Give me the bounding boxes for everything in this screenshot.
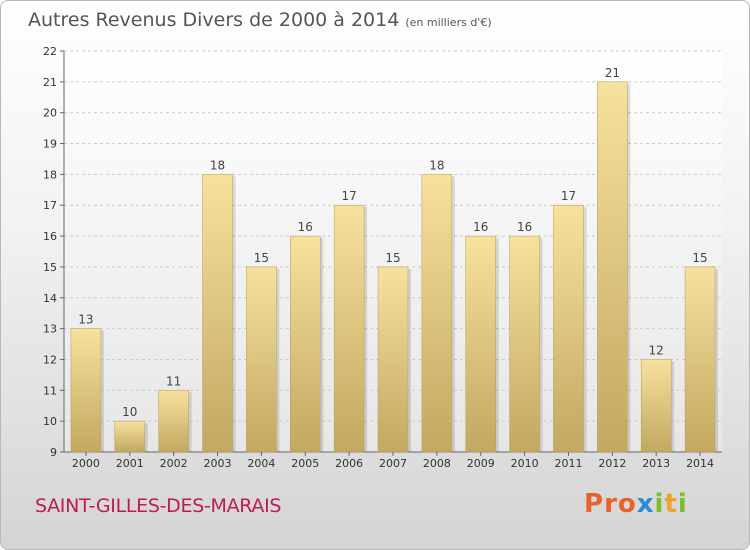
x-tick-label: 2003 <box>204 457 232 470</box>
bar-value-label: 16 <box>298 220 313 234</box>
y-tick-label: 17 <box>43 199 57 212</box>
bar <box>290 235 321 453</box>
bar <box>597 81 628 453</box>
x-tick-label: 2002 <box>160 457 188 470</box>
chart-title: Autres Revenus Divers de 2000 à 2014 <box>28 9 400 31</box>
bar <box>333 204 365 453</box>
bar <box>684 266 716 453</box>
x-tick-label: 2008 <box>423 457 451 470</box>
bar-value-label: 11 <box>166 374 181 388</box>
y-tick-label: 12 <box>43 353 57 366</box>
bar <box>553 204 584 453</box>
chart-unit: (en milliers d'€) <box>405 16 492 29</box>
bar <box>202 174 233 453</box>
bar <box>465 235 496 453</box>
y-tick-label: 13 <box>43 323 57 336</box>
x-tick-label: 2007 <box>379 457 407 470</box>
bar-value-label: 15 <box>385 251 400 265</box>
x-tick-label: 2011 <box>554 457 582 470</box>
bar <box>158 390 189 453</box>
bar <box>640 359 672 453</box>
x-tick-label: 2014 <box>686 457 714 470</box>
x-tick-label: 2005 <box>291 457 319 470</box>
bar-value-label: 12 <box>649 343 664 357</box>
proxiti-logo: Proxiti <box>584 489 688 519</box>
y-tick-label: 19 <box>43 138 57 151</box>
y-tick-label: 15 <box>43 261 57 274</box>
x-tick-label: 2009 <box>467 457 495 470</box>
x-tick-label: 2010 <box>511 457 539 470</box>
y-tick-label: 10 <box>43 415 57 428</box>
bar-value-label: 16 <box>473 220 488 234</box>
x-tick-label: 2013 <box>642 457 670 470</box>
commune-name: SAINT-GILLES-DES-MARAIS <box>35 495 282 517</box>
bar <box>246 266 277 453</box>
y-tick-label: 18 <box>43 168 57 181</box>
y-tick-label: 14 <box>43 292 57 305</box>
x-tick-label: 2004 <box>247 457 275 470</box>
chart-title-block: Autres Revenus Divers de 2000 à 2014 (en … <box>28 9 492 31</box>
bar-value-label: 16 <box>517 220 532 234</box>
y-tick-label: 21 <box>43 76 57 89</box>
bar-value-label: 10 <box>122 405 137 419</box>
bar-value-label: 15 <box>254 251 269 265</box>
bar <box>114 420 146 453</box>
y-tick-label: 9 <box>50 446 57 459</box>
bar-value-label: 17 <box>561 189 576 203</box>
bar-value-label: 17 <box>341 189 356 203</box>
y-tick-label: 16 <box>43 230 57 243</box>
bar-value-label: 13 <box>78 313 93 327</box>
x-tick-label: 2000 <box>72 457 100 470</box>
bar <box>70 328 102 453</box>
bar-value-label: 18 <box>210 158 225 172</box>
x-tick-label: 2006 <box>335 457 363 470</box>
x-tick-label: 2001 <box>116 457 144 470</box>
bar-value-label: 18 <box>429 158 444 172</box>
bar <box>377 266 409 453</box>
y-tick-label: 22 <box>43 45 57 58</box>
bar <box>509 235 540 453</box>
bar <box>421 174 453 453</box>
x-tick-label: 2012 <box>598 457 626 470</box>
bar-value-label: 21 <box>605 66 620 80</box>
bar-value-label: 15 <box>692 251 707 265</box>
y-tick-label: 11 <box>43 384 57 397</box>
y-tick-label: 20 <box>43 107 57 120</box>
